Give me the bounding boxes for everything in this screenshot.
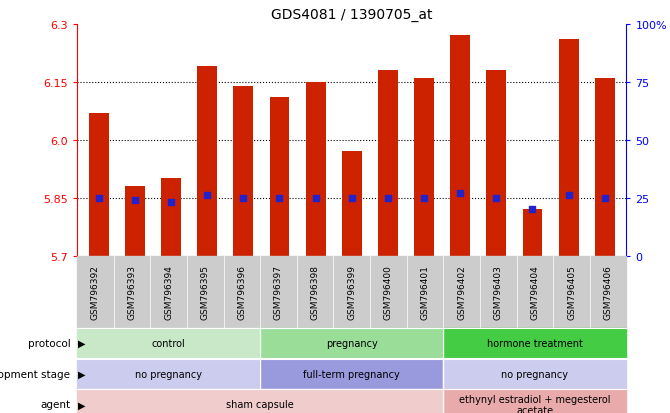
Bar: [269, 98, 289, 256]
Point: [238, 195, 249, 202]
Point: [527, 206, 538, 213]
Text: full-term pregnancy: full-term pregnancy: [304, 369, 400, 379]
Text: GSM796398: GSM796398: [311, 265, 320, 320]
Text: development stage: development stage: [0, 369, 70, 379]
Text: agent: agent: [40, 399, 70, 409]
Point: [93, 195, 104, 202]
Bar: [559, 40, 579, 256]
Point: [600, 195, 610, 202]
Bar: [523, 210, 543, 256]
Text: GSM796399: GSM796399: [347, 265, 356, 320]
Text: ▶: ▶: [78, 338, 86, 348]
Text: GSM796396: GSM796396: [237, 265, 247, 320]
Text: GSM796393: GSM796393: [127, 265, 137, 320]
Bar: [414, 79, 434, 256]
Text: GSM796403: GSM796403: [494, 265, 502, 320]
Text: GSM796394: GSM796394: [164, 265, 173, 320]
Point: [419, 195, 429, 202]
Point: [274, 195, 285, 202]
Point: [491, 195, 502, 202]
Text: GSM796392: GSM796392: [91, 265, 100, 320]
Text: GSM796401: GSM796401: [421, 265, 429, 320]
Bar: [89, 114, 109, 256]
Point: [129, 197, 140, 204]
Bar: [306, 83, 326, 256]
Bar: [125, 187, 145, 256]
Point: [563, 192, 574, 199]
Bar: [595, 79, 614, 256]
Bar: [161, 179, 181, 256]
Text: hormone treatment: hormone treatment: [487, 338, 583, 348]
Bar: [233, 86, 253, 256]
Text: ethynyl estradiol + megesterol
acetate: ethynyl estradiol + megesterol acetate: [459, 394, 610, 413]
Text: sham capsule: sham capsule: [226, 399, 294, 409]
Bar: [450, 36, 470, 256]
Point: [346, 195, 357, 202]
Text: GSM796402: GSM796402: [457, 265, 466, 320]
Text: GSM796400: GSM796400: [384, 265, 393, 320]
Point: [455, 190, 466, 197]
Point: [383, 195, 393, 202]
Text: GSM796404: GSM796404: [531, 265, 539, 320]
Bar: [342, 152, 362, 256]
Text: pregnancy: pregnancy: [326, 338, 378, 348]
Text: no pregnancy: no pregnancy: [135, 369, 202, 379]
Text: GSM796397: GSM796397: [274, 265, 283, 320]
Bar: [197, 67, 217, 256]
Point: [202, 192, 212, 199]
Bar: [378, 71, 398, 256]
Point: [310, 195, 321, 202]
Text: GSM796406: GSM796406: [604, 265, 612, 320]
Text: ▶: ▶: [78, 399, 86, 409]
Point: [165, 199, 176, 206]
Title: GDS4081 / 1390705_at: GDS4081 / 1390705_at: [271, 8, 433, 22]
Text: GSM796395: GSM796395: [201, 265, 210, 320]
Text: ▶: ▶: [78, 369, 86, 379]
Text: protocol: protocol: [27, 338, 70, 348]
Text: control: control: [151, 338, 186, 348]
Text: no pregnancy: no pregnancy: [501, 369, 568, 379]
Bar: [486, 71, 507, 256]
Text: GSM796405: GSM796405: [567, 265, 576, 320]
